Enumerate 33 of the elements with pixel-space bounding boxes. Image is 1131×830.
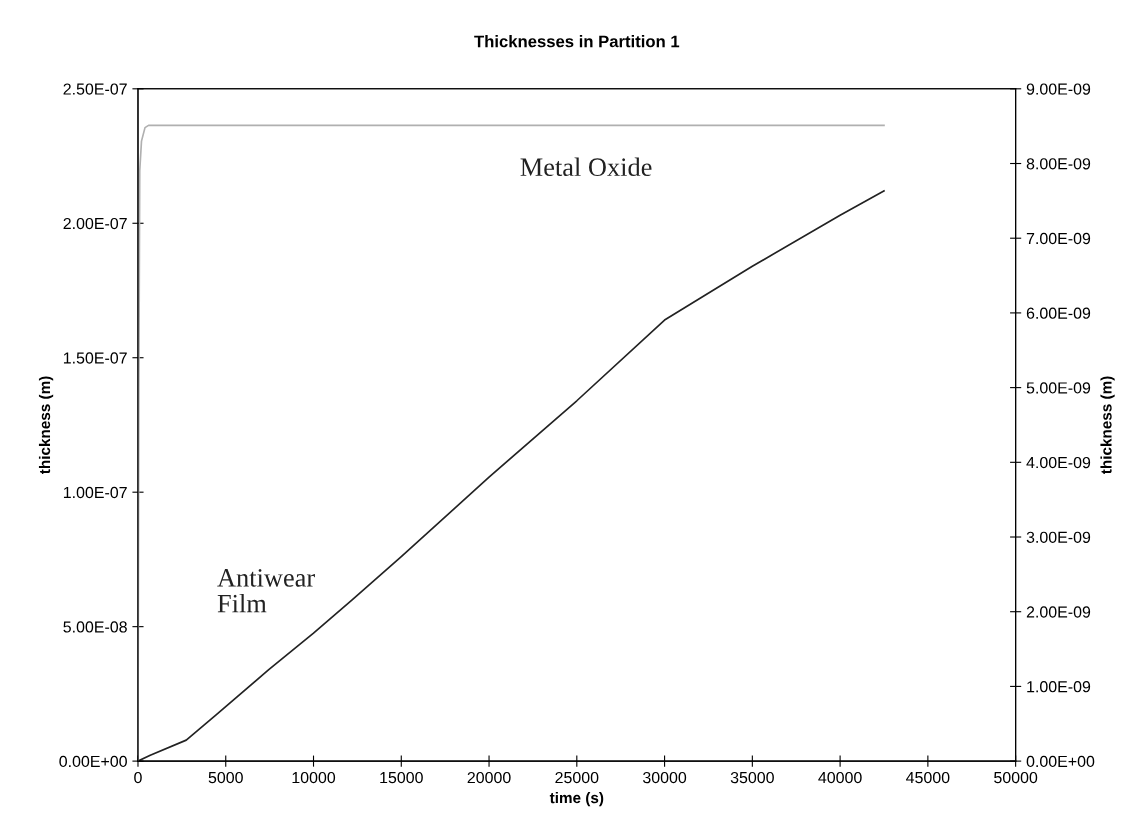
- y-tick-label: 1.00E-07: [63, 486, 127, 499]
- chart-title: Thicknesses in Partition 1: [474, 35, 680, 48]
- series-label: Antiwear Film: [217, 569, 315, 613]
- y2-tick-label: 9.00E-09: [1026, 83, 1091, 95]
- y2-axis-title: thickness (m): [1100, 376, 1115, 475]
- x-tick-label: 0: [134, 771, 142, 784]
- x-tick-label: 10000: [292, 771, 336, 784]
- x-tick-label: 15000: [380, 771, 423, 784]
- x-tick-label: 30000: [642, 771, 687, 784]
- y-tick-label: 2.00E-07: [63, 217, 127, 230]
- y-tick-label: 2.50E-07: [63, 83, 127, 95]
- series-label: Metal Oxide: [520, 157, 652, 177]
- y-tick-label: 1.50E-07: [63, 352, 127, 364]
- y2-tick-label: 3.00E-09: [1026, 531, 1091, 543]
- y2-tick-label: 2.00E-09: [1026, 606, 1091, 618]
- y2-tick-label: 4.00E-09: [1026, 456, 1091, 469]
- y-tick-label: 5.00E-08: [63, 621, 127, 633]
- y2-tick-label: 8.00E-09: [1026, 158, 1091, 170]
- y-tick-label: 0.00E+00: [59, 755, 127, 768]
- x-tick-label: 45000: [906, 771, 950, 784]
- x-tick-label: 20000: [467, 771, 511, 784]
- x-tick-label: 5000: [208, 771, 243, 784]
- y2-tick-label: 0.00E+00: [1026, 755, 1095, 768]
- x-axis-title: time (s): [549, 791, 604, 807]
- y2-tick-label: 5.00E-09: [1026, 382, 1091, 394]
- y2-tick-label: 6.00E-09: [1026, 307, 1091, 319]
- y-axis-title: thickness (m): [38, 376, 54, 475]
- x-tick-label: 35000: [730, 771, 774, 784]
- y2-tick-label: 7.00E-09: [1026, 232, 1091, 245]
- x-tick-label: 50000: [994, 771, 1038, 784]
- y2-tick-label: 1.00E-09: [1027, 681, 1091, 693]
- x-tick-label: 25000: [555, 771, 599, 784]
- x-tick-label: 40000: [818, 771, 862, 784]
